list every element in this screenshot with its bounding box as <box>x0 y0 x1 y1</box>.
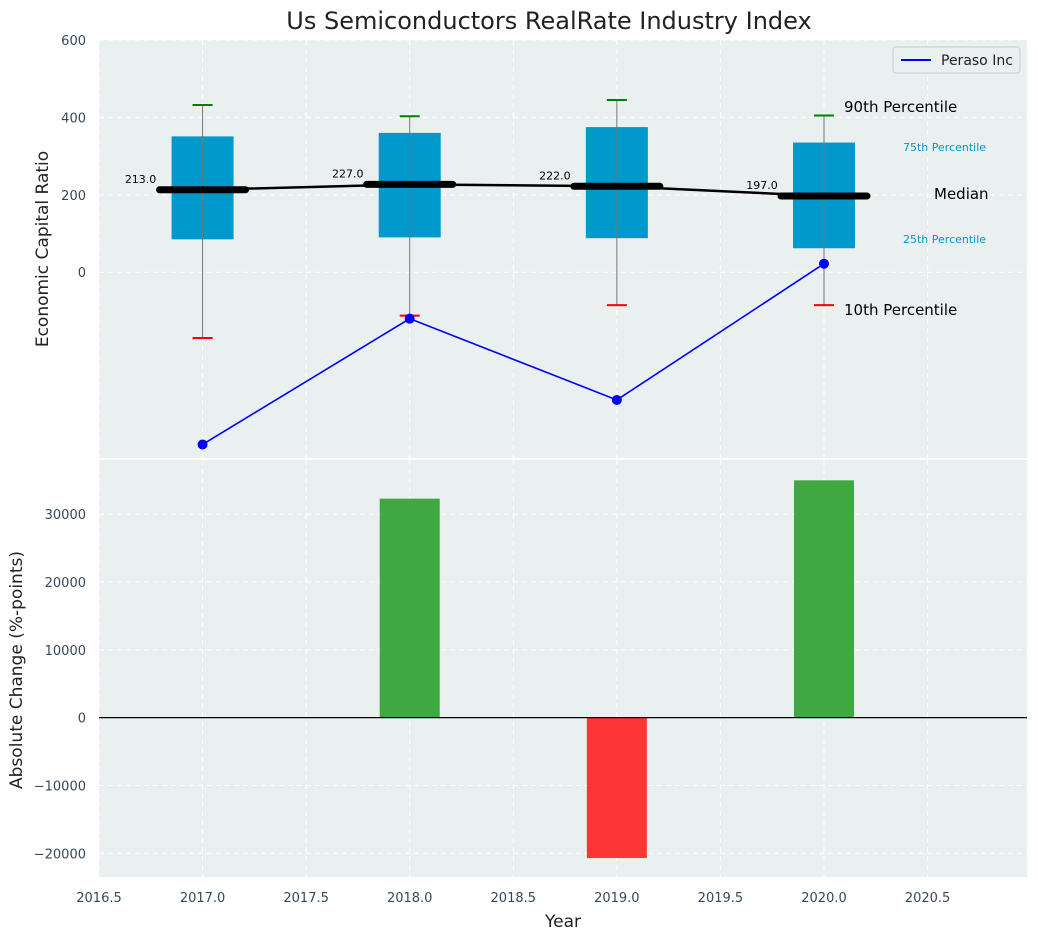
bottom-y-ticks: −20000 −10000 0 10000 20000 30000 <box>34 508 86 862</box>
x-tick-0: 2016.5 <box>76 891 122 906</box>
x-tick-1: 2017.0 <box>180 891 226 906</box>
top-y-tick-400: 400 <box>61 111 86 126</box>
change-bar-0 <box>379 498 440 718</box>
median-trend <box>202 183 825 198</box>
change-bars <box>379 480 854 859</box>
label-median: Median <box>934 185 989 203</box>
series-point-1 <box>404 313 415 324</box>
label-90th-percentile: 90th Percentile <box>844 98 957 116</box>
bottom-y-tick-0: −20000 <box>34 847 86 862</box>
bottom-y-tick-2: 0 <box>78 712 86 727</box>
series-line-peraso <box>202 263 825 446</box>
percentile-labels: 90th Percentile 75th Percentile Median 2… <box>844 98 989 319</box>
median-label-1: 227.0 <box>332 167 364 180</box>
median-label-0: 213.0 <box>125 173 157 186</box>
top-y-tick-0: 0 <box>78 266 86 281</box>
label-25th-percentile: 25th Percentile <box>903 233 986 246</box>
x-axis-label: Year <box>544 912 581 932</box>
x-tick-4: 2018.5 <box>491 891 537 906</box>
x-tick-2: 2017.5 <box>283 891 329 906</box>
median-value-labels: 213.0 227.0 222.0 197.0 <box>125 167 778 192</box>
series-point-2 <box>611 394 622 405</box>
series-point-3 <box>819 258 829 269</box>
label-75th-percentile: 75th Percentile <box>903 141 986 154</box>
bottom-y-tick-4: 20000 <box>45 576 86 591</box>
bottom-y-tick-1: −10000 <box>34 779 86 794</box>
top-y-tick-200: 200 <box>61 189 86 204</box>
peraso-series <box>197 258 829 450</box>
top-y-tick-600: 600 <box>61 34 86 49</box>
top-plot-area <box>99 40 1027 458</box>
x-tick-7: 2020.0 <box>801 891 847 906</box>
bottom-y-tick-3: 10000 <box>45 644 86 659</box>
label-10th-percentile: 10th Percentile <box>844 301 957 319</box>
x-tick-8: 2020.5 <box>905 891 951 906</box>
bottom-y-axis-label: Absolute Change (%-points) <box>7 551 27 789</box>
legend: Peraso Inc <box>892 46 1021 74</box>
chart-title: Us Semiconductors RealRate Industry Inde… <box>286 7 811 35</box>
legend-label-peraso: Peraso Inc <box>941 53 1013 69</box>
median-label-3: 197.0 <box>746 179 778 192</box>
top-y-axis-label: Economic Capital Ratio <box>33 151 53 347</box>
bottom-plot-area <box>99 460 1027 877</box>
median-trend-line <box>202 183 825 198</box>
x-ticks: 2016.5 2017.0 2017.5 2018.0 2018.5 2019.0 2019… <box>76 891 950 906</box>
series-point-0 <box>197 439 208 450</box>
bottom-y-tick-5: 30000 <box>45 508 86 523</box>
top-y-ticks: 0 200 400 600 <box>61 34 86 281</box>
legend-box <box>892 46 1021 74</box>
median-label-2: 222.0 <box>539 169 571 182</box>
x-tick-6: 2019.5 <box>698 891 744 906</box>
x-tick-5: 2019.0 <box>594 891 640 906</box>
change-bar-1 <box>586 717 647 859</box>
x-tick-3: 2018.0 <box>387 891 433 906</box>
change-bar-2 <box>794 480 854 718</box>
